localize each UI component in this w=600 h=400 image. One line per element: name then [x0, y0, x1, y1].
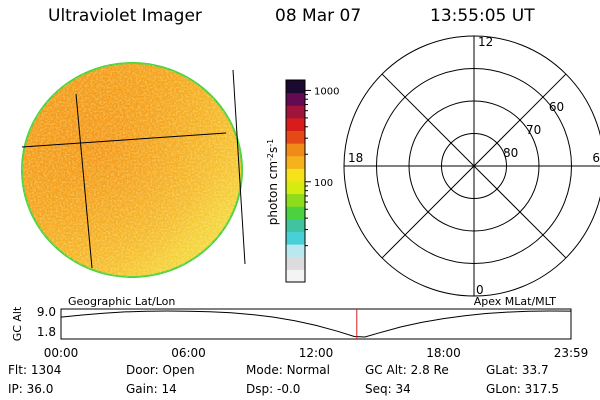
- date-label: 08 Mar 07: [275, 6, 362, 26]
- info-gain: Gain: 14: [126, 382, 177, 396]
- colorbar-frame: [285, 79, 306, 283]
- geo-lon-line: [232, 69, 246, 265]
- colorbar-segment: [286, 218, 305, 232]
- mlt-label: 6: [592, 151, 600, 165]
- info-mode: Mode: Normal: [246, 363, 330, 377]
- info-glon: GLon: 317.5: [486, 382, 559, 396]
- colorbar-segment: [286, 155, 305, 169]
- mlt-label: 0: [476, 283, 484, 297]
- info-door: Door: Open: [126, 363, 195, 377]
- info-ip: IP: 36.0: [8, 382, 54, 396]
- geo-lat-line: [21, 132, 227, 148]
- colorbar-segment: [286, 130, 305, 144]
- mlt-label: 12: [478, 35, 493, 49]
- mlt-label: 18: [348, 151, 363, 165]
- alt-xtick-label: 00:00: [44, 346, 79, 360]
- alt-xtick-label: 18:00: [426, 346, 461, 360]
- geo-lon-line: [75, 93, 93, 269]
- alt-chart-frame: [60, 308, 572, 340]
- lat-label: 60: [549, 100, 564, 114]
- info-seq: Seq: 34: [365, 382, 411, 396]
- lat-label: 80: [503, 146, 518, 160]
- time-label: 13:55:05 UT: [430, 6, 535, 26]
- lat-label: 70: [526, 123, 541, 137]
- colorbar-unit-label: photon cm-2s-1: [266, 139, 281, 226]
- colorbar-segment: [286, 168, 305, 182]
- uv-image: [21, 62, 246, 278]
- alt-xtick-label: 12:00: [299, 346, 334, 360]
- alt-xtick-label: 23:59: [554, 346, 589, 360]
- colorbar-segment: [286, 92, 305, 106]
- info-gc-alt: GC Alt: 2.8 Re: [365, 363, 449, 377]
- colorbar-tick-label: 1000: [314, 86, 339, 97]
- colorbar-segment: [286, 117, 305, 131]
- colorbar-segment: [286, 105, 305, 119]
- info-glat: GLat: 33.7: [486, 363, 549, 377]
- alt-ytick-label: 9.0: [37, 305, 56, 319]
- colorbar-segment: [286, 244, 305, 258]
- alt-series-line: [60, 310, 571, 338]
- colorbar-segment: [286, 143, 305, 157]
- colorbar-segment: [286, 256, 305, 270]
- apex-label: Apex MLat/MLT: [474, 295, 557, 308]
- colorbar-segment: [286, 206, 305, 220]
- colorbar-segment: [286, 231, 305, 245]
- altitude-chart: 9.0 1.8 GC Alt 00:00 06:00 12:00 18:00 23:59 Geo…: [11, 295, 588, 360]
- info-dsp: Dsp: -0.0: [246, 382, 301, 396]
- info-flt: Flt: 1304: [8, 363, 62, 377]
- colorbar-segment: [286, 181, 305, 195]
- geographic-label: Geographic Lat/Lon: [68, 295, 175, 308]
- colorbar-segment: [286, 269, 305, 283]
- alt-xtick-label: 06:00: [171, 346, 206, 360]
- colorbar: 1000 100: [285, 79, 339, 283]
- colorbar-tick-label: 100: [314, 178, 333, 189]
- colorbar-segment: [286, 193, 305, 207]
- instrument-title: Ultraviolet Imager: [48, 6, 202, 26]
- alt-ytick-label: 1.8: [37, 325, 56, 339]
- colorbar-segment: [286, 80, 305, 94]
- alt-ylabel: GC Alt: [11, 306, 24, 341]
- mlt-diagonal: [381, 73, 567, 259]
